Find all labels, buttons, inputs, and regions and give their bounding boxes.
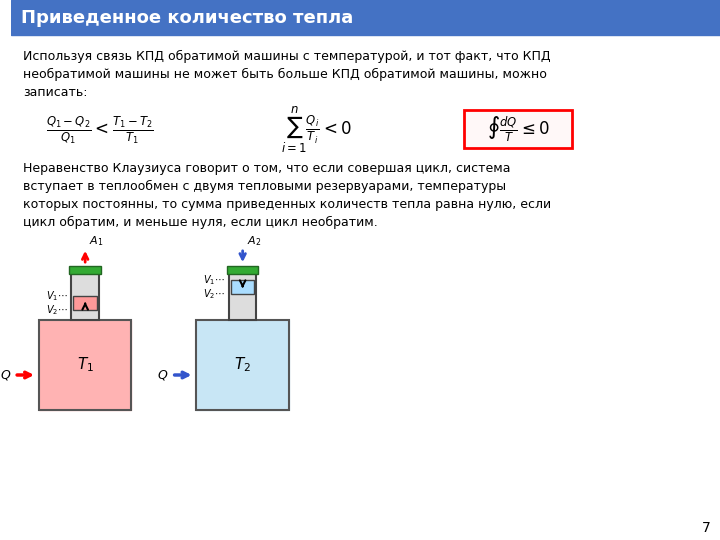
Text: Приведенное количество тепла: Приведенное количество тепла	[21, 9, 354, 27]
Bar	[12, 0, 720, 35]
Text: $Q$: $Q$	[158, 368, 168, 382]
Text: $V_2 \cdots$: $V_2 \cdots$	[203, 287, 225, 301]
Text: $Q$: $Q$	[0, 368, 12, 382]
Bar	[73, 296, 97, 310]
Bar	[39, 320, 132, 410]
Text: $A_1$: $A_1$	[89, 234, 104, 248]
Bar	[197, 320, 289, 410]
Text: $V_1 \cdots$: $V_1 \cdots$	[45, 289, 68, 303]
Text: Используя связь КПД обратимой машины с температурой, и тот факт, что КПД
необрат: Используя связь КПД обратимой машины с т…	[23, 50, 551, 99]
Bar	[39, 320, 132, 410]
Text: $\sum_{i=1}^{n} \frac{Q_i}{T_i} < 0$: $\sum_{i=1}^{n} \frac{Q_i}{T_i} < 0$	[281, 105, 352, 155]
Text: $\frac{Q_1 - Q_2}{Q_1} < \frac{T_1 - T_2}{T_1}$: $\frac{Q_1 - Q_2}{Q_1} < \frac{T_1 - T_2…	[46, 114, 154, 146]
Bar	[231, 280, 254, 294]
Bar	[229, 270, 256, 320]
Text: 7: 7	[701, 521, 710, 535]
Bar	[69, 266, 101, 274]
Text: $V_1 \cdots$: $V_1 \cdots$	[203, 273, 225, 287]
Bar	[464, 110, 572, 148]
Text: $\oint \frac{dQ}{T} \leq 0$: $\oint \frac{dQ}{T} \leq 0$	[487, 114, 549, 144]
Bar	[197, 320, 289, 410]
Bar	[227, 266, 258, 274]
Bar	[71, 270, 99, 320]
Text: $T_2$: $T_2$	[234, 356, 251, 374]
Text: $T_1$: $T_1$	[76, 356, 94, 374]
Text: Неравенство Клаузиуса говорит о том, что если совершая цикл, система
вступает в : Неравенство Клаузиуса говорит о том, что…	[23, 162, 552, 230]
Text: $V_2 \cdots$: $V_2 \cdots$	[45, 303, 68, 317]
Text: $A_2$: $A_2$	[246, 234, 261, 248]
